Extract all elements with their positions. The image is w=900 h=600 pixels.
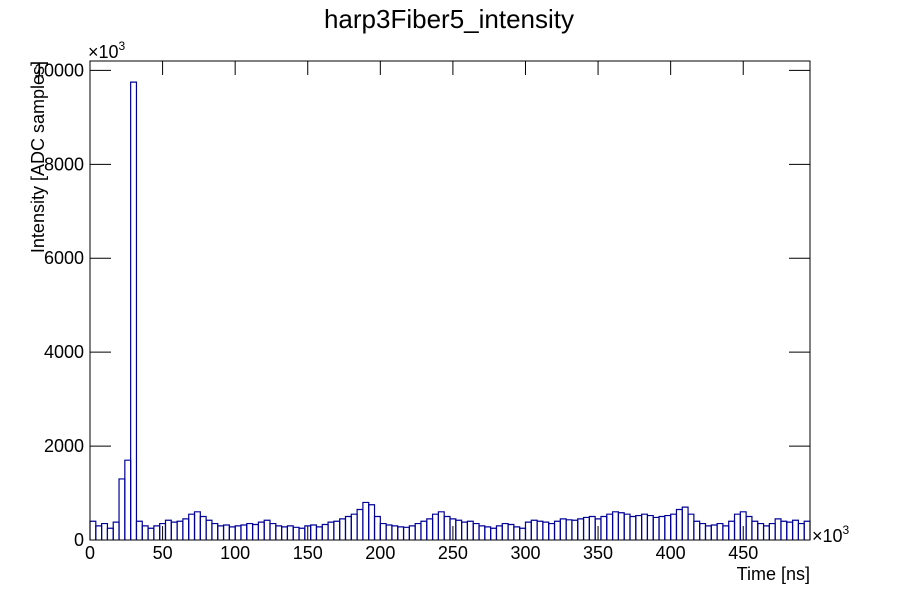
x-axis-title: Time [ns] bbox=[737, 564, 810, 584]
y-multiplier-exponent: 3 bbox=[119, 39, 126, 53]
y-tick-label: 10000 bbox=[34, 60, 84, 80]
x-tick-label: 400 bbox=[656, 543, 686, 563]
x-multiplier-base: ×10 bbox=[812, 526, 843, 546]
x-tick-label: 100 bbox=[220, 543, 250, 563]
y-tick-label: 4000 bbox=[44, 342, 84, 362]
histogram-bin bbox=[130, 81, 138, 540]
y-multiplier: ×103 bbox=[88, 39, 126, 62]
x-tick-label: 200 bbox=[365, 543, 395, 563]
x-multiplier-exponent: 3 bbox=[843, 523, 850, 537]
x-tick-label: 450 bbox=[728, 543, 758, 563]
plot-frame bbox=[89, 60, 811, 541]
chart-title: harp3Fiber5_intensity bbox=[324, 4, 574, 34]
x-tick-label: 50 bbox=[153, 543, 173, 563]
x-tick-label: 150 bbox=[293, 543, 323, 563]
x-tick-label: 300 bbox=[510, 543, 540, 563]
y-tick-label: 2000 bbox=[44, 436, 84, 456]
y-tick-label: 0 bbox=[74, 530, 84, 550]
x-tick-label: 350 bbox=[583, 543, 613, 563]
x-multiplier: ×103 bbox=[812, 523, 850, 546]
y-axis-title: Intensity [ADC samples] bbox=[28, 61, 48, 253]
y-tick-label: 8000 bbox=[44, 154, 84, 174]
x-tick-label: 250 bbox=[438, 543, 468, 563]
y-multiplier-base: ×10 bbox=[88, 42, 119, 62]
x-tick-label: 0 bbox=[85, 543, 95, 563]
y-tick-label: 6000 bbox=[44, 248, 84, 268]
